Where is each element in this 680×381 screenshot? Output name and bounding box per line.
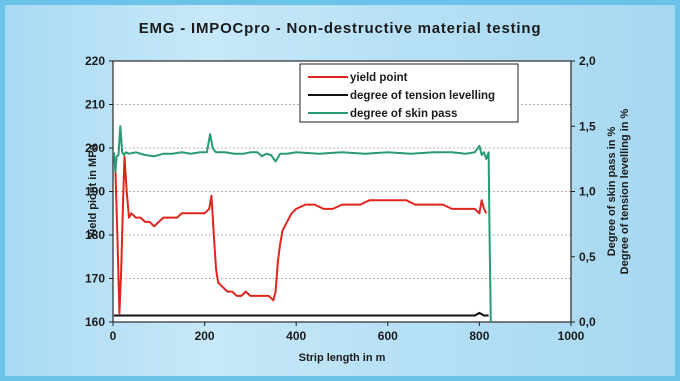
series-line-yield-point [114, 155, 488, 315]
y2-tick-label: 0,0 [579, 315, 596, 329]
y2-tick-label: 1,0 [579, 185, 596, 199]
y-tick-label: 220 [85, 54, 105, 68]
y-tick-label: 210 [85, 98, 105, 112]
y2-axis-label-2: Degree of tension levelling in % [619, 108, 631, 274]
legend-label: degree of skin pass [350, 108, 457, 120]
y-tick-label: 190 [85, 185, 105, 199]
x-axis-label: Strip length in m [299, 352, 386, 364]
x-tick-label: 0 [110, 329, 117, 343]
legend-label: yield point [350, 72, 408, 84]
y-tick-label: 180 [85, 228, 105, 242]
y2-tick-label: 1,5 [579, 119, 596, 133]
y-tick-label: 170 [85, 272, 105, 286]
y2-tick-label: 2,0 [579, 54, 596, 68]
y-axis-label: Yield piont in MPa [87, 143, 99, 238]
y2-tick-label: 0,5 [579, 250, 596, 264]
x-tick-label: 800 [469, 329, 489, 343]
legend-label: degree of tension levelling [350, 90, 495, 102]
chart-title: EMG - IMPOCpro - Non-destructive materia… [138, 20, 542, 37]
series-line-degree-of-tension-levelling [113, 311, 489, 317]
y2-axis-label-1: Degree of skin pass in % [606, 126, 618, 256]
y-tick-label: 200 [85, 141, 105, 155]
x-tick-label: 400 [286, 329, 306, 343]
y-tick-label: 160 [85, 315, 105, 329]
x-tick-label: 1000 [558, 329, 585, 343]
x-tick-label: 600 [378, 329, 398, 343]
x-tick-label: 200 [195, 329, 215, 343]
series-line-degree-of-skin-pass [112, 125, 492, 323]
